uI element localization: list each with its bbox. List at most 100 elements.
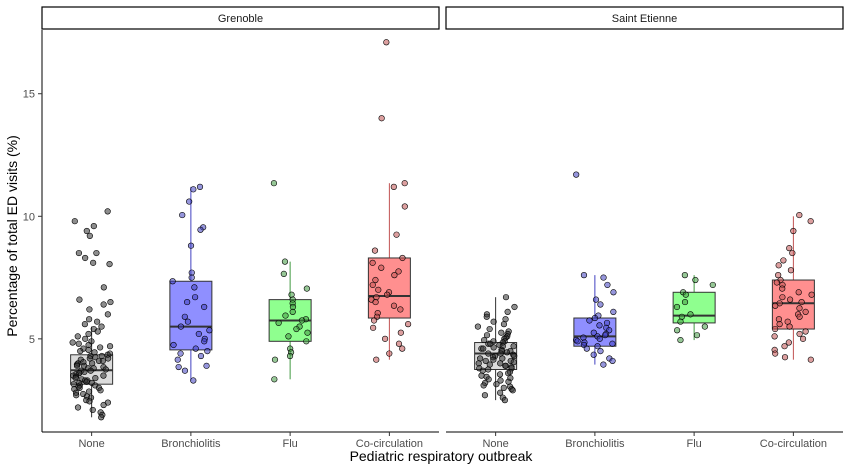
data-point-grenoble-flu	[289, 308, 296, 315]
data-point-saint-etienne-bronchiolitis	[597, 301, 604, 308]
data-point-grenoble-bronchiolitis	[191, 284, 198, 291]
data-point-saint-etienne-co-circulation	[802, 308, 809, 315]
x-axis-title: Pediatric respiratory outbreak	[350, 448, 534, 464]
data-point-saint-etienne-none	[493, 381, 500, 388]
data-point-saint-etienne-none	[500, 384, 507, 391]
data-point-saint-etienne-co-circulation	[795, 289, 802, 296]
data-point-saint-etienne-co-circulation	[796, 313, 803, 320]
data-point-grenoble-none	[89, 406, 96, 414]
data-point-grenoble-bronchiolitis	[184, 298, 191, 306]
data-point-grenoble-none	[105, 355, 112, 362]
data-point-grenoble-none	[85, 330, 92, 338]
data-point-grenoble-none	[90, 259, 97, 266]
data-point-grenoble-bronchiolitis	[177, 323, 185, 330]
data-point-grenoble-co-circulation	[372, 276, 379, 284]
data-point-grenoble-none	[98, 414, 105, 421]
data-point-grenoble-bronchiolitis	[192, 345, 199, 352]
data-point-saint-etienne-co-circulation	[790, 227, 797, 235]
data-point-saint-etienne-none	[481, 392, 489, 399]
data-point-grenoble-flu	[285, 333, 292, 340]
data-point-grenoble-none	[100, 301, 107, 308]
data-point-grenoble-none	[102, 366, 109, 373]
data-point-grenoble-none	[83, 227, 90, 235]
data-point-grenoble-bronchiolitis	[190, 186, 197, 193]
data-point-grenoble-bronchiolitis	[179, 211, 186, 219]
data-point-grenoble-none	[76, 384, 83, 391]
data-point-grenoble-co-circulation	[401, 180, 408, 187]
data-point-grenoble-bronchiolitis	[184, 318, 192, 325]
data-point-saint-etienne-bronchiolitis	[591, 314, 599, 322]
data-point-grenoble-co-circulation	[401, 203, 408, 210]
data-point-grenoble-none	[75, 340, 82, 347]
data-point-grenoble-none	[94, 318, 101, 325]
data-point-grenoble-flu	[303, 285, 310, 292]
data-point-grenoble-bronchiolitis	[177, 350, 184, 357]
data-point-saint-etienne-co-circulation	[771, 333, 778, 340]
data-point-grenoble-bronchiolitis	[195, 330, 202, 338]
data-point-grenoble-co-circulation	[386, 350, 393, 357]
data-point-grenoble-none	[81, 368, 88, 376]
data-point-grenoble-bronchiolitis	[191, 294, 199, 301]
data-point-grenoble-none	[82, 335, 89, 342]
strip-label-grenoble: Grenoble	[218, 13, 263, 25]
data-point-grenoble-flu	[270, 180, 278, 187]
data-point-grenoble-none	[75, 249, 83, 257]
data-point-grenoble-none	[100, 372, 107, 379]
data-point-grenoble-co-circulation	[369, 281, 376, 289]
data-point-saint-etienne-none	[480, 345, 487, 352]
data-point-saint-etienne-none	[503, 349, 511, 356]
data-point-saint-etienne-co-circulation	[786, 245, 793, 252]
data-point-grenoble-none	[86, 355, 93, 362]
data-point-grenoble-none	[86, 316, 93, 323]
data-point-saint-etienne-none	[511, 352, 518, 360]
data-point-saint-etienne-co-circulation	[781, 354, 789, 361]
data-point-saint-etienne-bronchiolitis	[583, 345, 590, 352]
data-point-grenoble-co-circulation	[404, 321, 412, 328]
data-point-saint-etienne-none	[502, 362, 509, 369]
data-point-saint-etienne-bronchiolitis	[602, 332, 609, 339]
data-point-grenoble-co-circulation	[399, 345, 406, 352]
data-point-saint-etienne-none	[501, 397, 508, 404]
data-point-saint-etienne-none	[481, 336, 488, 344]
data-point-saint-etienne-none	[483, 313, 490, 320]
data-point-grenoble-none	[77, 348, 84, 355]
data-point-grenoble-bronchiolitis	[181, 367, 189, 374]
y-tick-label-10: 10	[23, 211, 35, 223]
data-point-saint-etienne-co-circulation	[808, 291, 815, 298]
box-grenoble-co-circulation	[367, 257, 411, 319]
data-point-saint-etienne-bronchiolitis	[600, 274, 607, 281]
data-point-saint-etienne-co-circulation	[775, 262, 782, 269]
data-point-saint-etienne-none	[474, 323, 482, 330]
data-point-saint-etienne-co-circulation	[772, 325, 779, 333]
data-point-saint-etienne-none	[478, 372, 485, 379]
data-point-grenoble-none	[97, 387, 104, 394]
data-point-grenoble-co-circulation	[397, 329, 404, 336]
data-point-grenoble-none	[86, 398, 93, 405]
data-point-grenoble-co-circulation	[372, 298, 379, 306]
data-point-grenoble-none	[100, 284, 107, 291]
data-point-grenoble-co-circulation	[399, 254, 406, 262]
y-tick-label-15: 15	[23, 89, 35, 101]
data-point-saint-etienne-co-circulation	[807, 218, 814, 225]
data-point-saint-etienne-co-circulation	[785, 339, 792, 346]
data-point-grenoble-bronchiolitis	[203, 362, 210, 369]
data-point-grenoble-flu	[286, 352, 294, 360]
strip-grenoble	[41, 6, 440, 30]
data-point-grenoble-none	[69, 339, 76, 346]
data-point-grenoble-flu	[282, 312, 289, 319]
data-point-saint-etienne-co-circulation	[807, 356, 814, 363]
data-point-grenoble-none	[92, 374, 99, 382]
data-point-grenoble-none	[82, 254, 89, 262]
data-point-saint-etienne-co-circulation	[779, 294, 786, 301]
data-point-grenoble-none	[87, 367, 94, 374]
data-point-saint-etienne-none	[510, 343, 517, 350]
data-point-saint-etienne-bronchiolitis	[586, 317, 593, 324]
x-tick-label-saint-etienne-bronchiolitis: Bronchiolitis	[565, 438, 625, 450]
data-point-saint-etienne-bronchiolitis	[610, 308, 617, 315]
data-point-grenoble-co-circulation	[390, 183, 397, 190]
data-point-saint-etienne-co-circulation	[773, 279, 780, 286]
data-point-grenoble-co-circulation	[393, 231, 400, 238]
data-point-saint-etienne-flu	[709, 281, 716, 289]
data-point-saint-etienne-bronchiolitis	[574, 338, 581, 345]
